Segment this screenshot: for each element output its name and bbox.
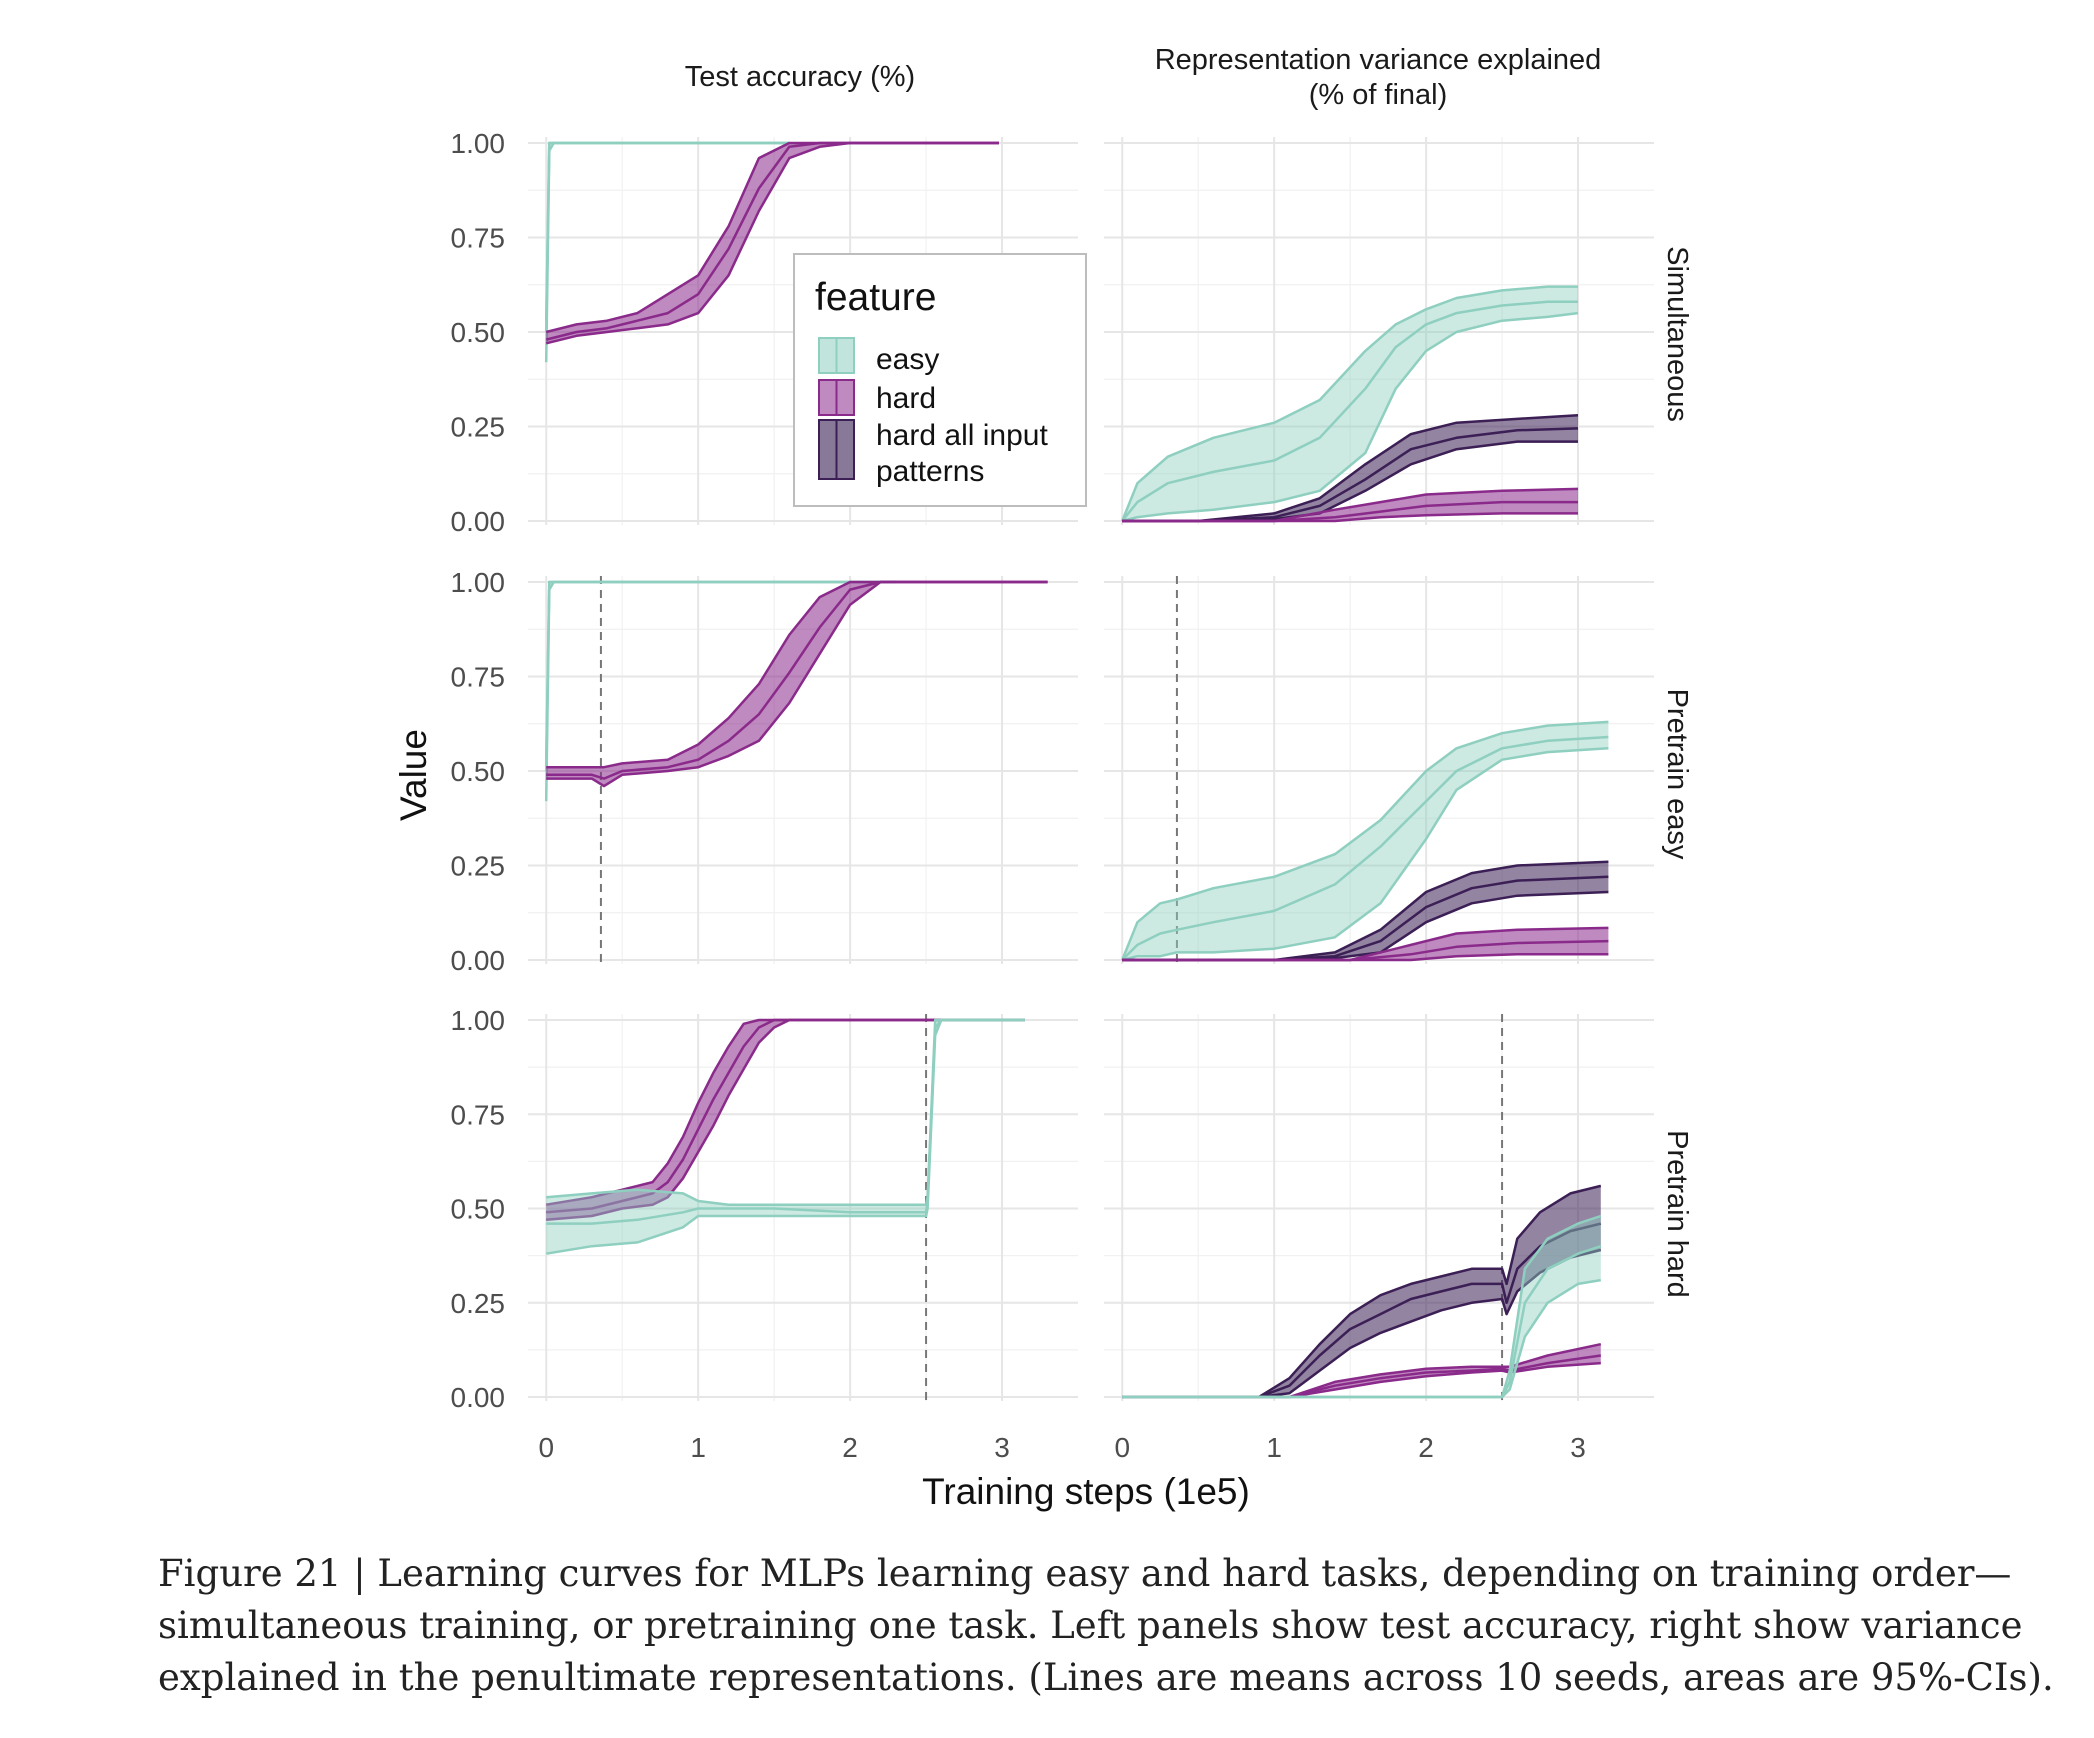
ci-band-hard-pretrain-easy-variance [1122,927,1609,960]
y-tick-label: 0.00 [451,945,506,976]
x-tick-label: 2 [842,1432,858,1463]
series-layer [544,141,1609,1399]
y-tick-label: 0.75 [451,662,506,693]
col-title-right-line1: Representation variance explained [1155,44,1602,76]
figure-caption: Figure 21 | Learning curves for MLPs lea… [158,1548,2054,1704]
y-tick-label: 0.25 [451,412,506,443]
legend-key-easy [818,337,855,374]
y-tick-label: 0.50 [451,1194,506,1225]
y-tick-label: 0.50 [451,756,506,787]
legend-title: feature [815,276,936,319]
mean-line-hard-pretrain-hard-accuracy [546,1018,1025,1214]
row-title-pretrain-easy: Pretrain easy [1661,689,1693,860]
mean-line-hard-pretrain-easy-variance [1122,939,1609,962]
y-tick-label: 0.50 [451,317,506,348]
y-tick-label: 1.00 [451,128,506,159]
caption-line-3: explained in the penultimate representat… [158,1656,2054,1699]
mean-line-easy-pretrain-easy-accuracy [544,580,896,772]
legend-label-hard: hard [876,382,936,415]
mean-line-easy-pretrain-hard-variance [1122,1245,1602,1399]
ci-lower-hard-pretrain-hard-variance [1122,1361,1601,1399]
col-title-right-line2: (% of final) [1309,79,1448,111]
ci-lower-hard-all-input-patterns-pretrain-hard-variance [1122,1248,1602,1399]
y-tick-label: 0.00 [451,506,506,537]
ci-upper-easy-pretrain-easy-variance [1121,720,1609,961]
legend: feature easy hard hard all input pattern… [793,253,1087,507]
caption-line-2: simultaneous training, or pretraining on… [158,1604,2023,1647]
x-tick-label: 0 [538,1432,554,1463]
y-tick-label: 1.00 [451,567,506,598]
ci-lower-hard-pretrain-hard-accuracy [546,1018,1025,1222]
ci-upper-hard-pretrain-hard-accuracy [545,1018,1025,1206]
x-tick-label: 1 [1266,1432,1282,1463]
col-title-left: Test accuracy (%) [685,61,915,93]
x-tick-label: 1 [690,1432,706,1463]
mean-line-easy-simultaneous-variance [1121,300,1578,522]
y-tick-label: 0.25 [451,1288,506,1319]
ci-lower-easy-pretrain-easy-variance [1121,747,1609,962]
ci-lower-easy-simultaneous-variance [1121,311,1579,523]
mean-line-hard-all-input-patterns-pretrain-hard-variance [1122,1222,1602,1399]
y-tick-label: 0.75 [451,1099,506,1130]
ci-band-hard-all-input-patterns-simultaneous-variance [1122,415,1578,521]
x-tick-label: 3 [1570,1432,1586,1463]
y-axis-label: Value [393,729,434,821]
mean-line-easy-simultaneous-accuracy [544,141,790,333]
ci-band-easy-pretrain-easy-variance [1122,721,1609,960]
x-axis-label: Training steps (1e5) [922,1471,1250,1512]
legend-label-hard-all-input: hard all input [876,419,1048,452]
ci-upper-hard-all-input-patterns-pretrain-hard-variance [1122,1184,1602,1399]
ci-upper-easy-simultaneous-variance [1121,285,1578,522]
legend-label-easy: easy [876,343,939,376]
ci-upper-hard-all-input-patterns-simultaneous-variance [1122,413,1579,523]
ci-band-hard-simultaneous-variance [1122,488,1578,521]
x-tick-label: 0 [1114,1432,1130,1463]
x-tick-label: 2 [1418,1432,1434,1463]
y-tick-labels: 0.00 0.25 0.50 0.75 1.00 0.00 0.25 0.50 0.75 1.00… [451,128,506,1413]
ci-band-hard-pretrain-easy-accuracy [546,582,1048,787]
row-title-simultaneous: Simultaneous [1661,246,1693,422]
mean-line-hard-simultaneous-variance [1122,500,1578,523]
y-tick-label: 0.75 [451,223,506,254]
y-tick-label: 0.25 [451,851,506,882]
mean-line-hard-pretrain-easy-accuracy [546,580,1048,780]
mean-line-easy-pretrain-easy-variance [1121,735,1609,961]
pretrain-switch-lines [599,576,1504,1401]
ci-lower-hard-pretrain-easy-accuracy [546,580,1048,788]
legend-label-patterns: patterns [876,455,984,488]
legend-key-hard-all-input-patterns [818,419,855,480]
ci-band-easy-pretrain-hard-accuracy [546,1020,1025,1254]
ci-upper-hard-pretrain-hard-variance [1122,1342,1602,1399]
y-tick-label: 0.00 [451,1382,506,1413]
caption-line-1: Figure 21 | Learning curves for MLPs lea… [158,1552,2012,1595]
mean-line-easy-pretrain-hard-accuracy [546,1018,1025,1225]
ci-band-hard-pretrain-hard-accuracy [546,1020,1025,1220]
row-title-pretrain-hard: Pretrain hard [1661,1130,1693,1298]
y-tick-label: 1.00 [451,1005,506,1036]
mean-line-hard-pretrain-hard-variance [1122,1354,1601,1399]
mean-line-hard-all-input-patterns-simultaneous-variance [1122,427,1579,523]
x-tick-labels: 0 1 2 3 0 1 2 3 [538,1432,1585,1463]
mean-line-hard-simultaneous-accuracy [545,141,999,341]
legend-key-hard [818,379,855,416]
ci-upper-easy-pretrain-hard-accuracy [546,1018,1025,1206]
x-tick-label: 3 [994,1432,1010,1463]
